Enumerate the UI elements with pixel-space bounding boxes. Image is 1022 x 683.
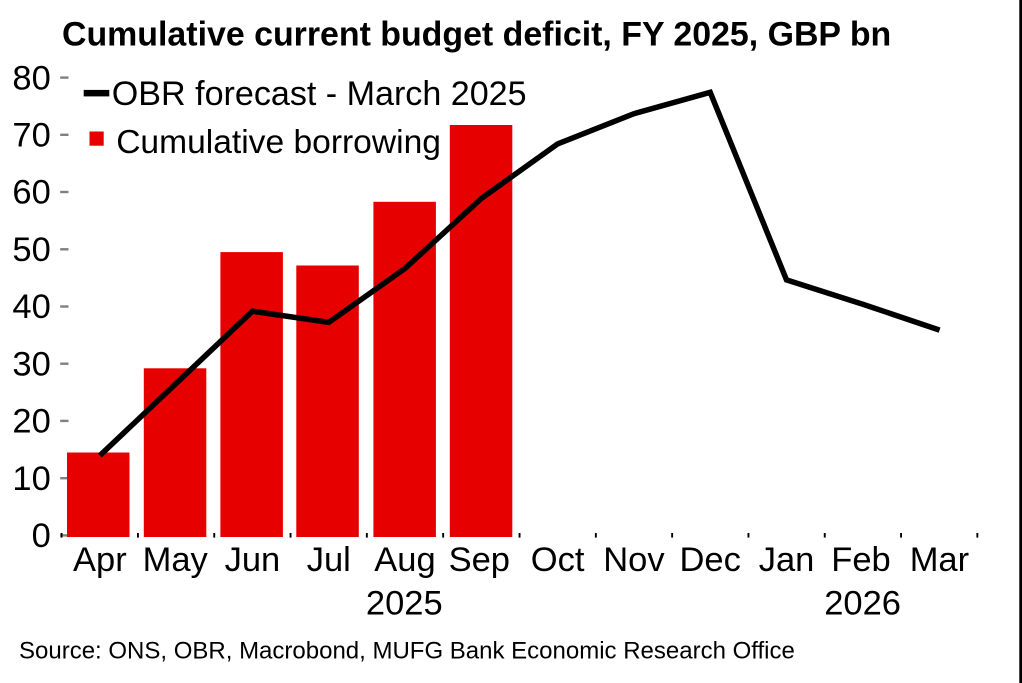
svg-text:Feb: Feb xyxy=(831,541,890,579)
svg-text:80: 80 xyxy=(12,59,50,97)
svg-text:May: May xyxy=(143,541,209,579)
svg-text:Oct: Oct xyxy=(531,541,585,579)
svg-text:Jun: Jun xyxy=(225,541,281,579)
svg-text:2026: 2026 xyxy=(824,584,901,622)
svg-text:2025: 2025 xyxy=(366,584,443,622)
svg-text:10: 10 xyxy=(12,460,50,498)
svg-text:0: 0 xyxy=(32,517,51,555)
svg-text:30: 30 xyxy=(12,345,50,383)
svg-text:70: 70 xyxy=(12,117,50,155)
svg-text:Dec: Dec xyxy=(680,541,741,579)
svg-text:50: 50 xyxy=(12,231,50,269)
svg-text:Source: ONS, OBR, Macrobond, M: Source: ONS, OBR, Macrobond, MUFG Bank E… xyxy=(19,638,795,665)
svg-text:40: 40 xyxy=(12,288,50,326)
svg-text:OBR forecast - March 2025: OBR forecast - March 2025 xyxy=(112,75,527,113)
svg-text:Jan: Jan xyxy=(759,541,815,579)
svg-text:60: 60 xyxy=(12,174,50,212)
svg-text:Nov: Nov xyxy=(603,541,665,579)
svg-text:Sep: Sep xyxy=(449,541,510,579)
svg-text:Jul: Jul xyxy=(307,541,351,579)
svg-text:Apr: Apr xyxy=(73,541,127,579)
svg-text:Cumulative borrowing: Cumulative borrowing xyxy=(116,124,441,161)
svg-text:Mar: Mar xyxy=(910,541,969,579)
svg-text:Cumulative current budget defi: Cumulative current budget deficit, FY 20… xyxy=(62,16,891,54)
svg-text:Aug: Aug xyxy=(374,541,435,579)
svg-text:20: 20 xyxy=(12,403,50,441)
